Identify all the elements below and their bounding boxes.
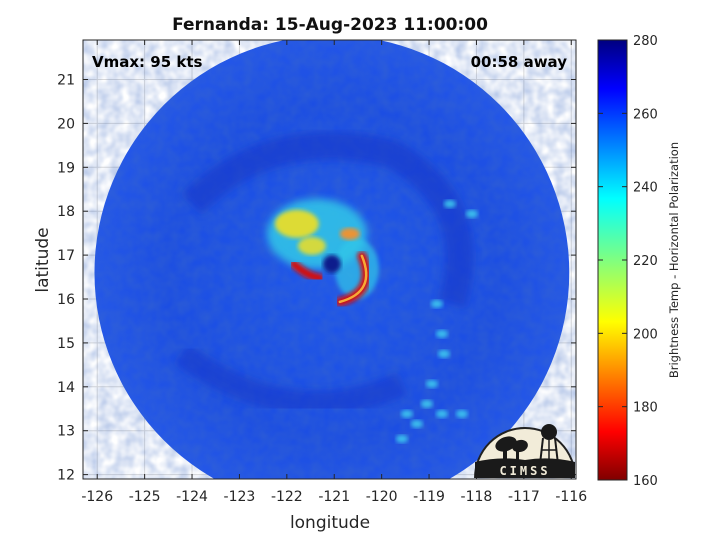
logo-text: CIMSS: [499, 464, 550, 478]
colorbar-tick-label: 280: [633, 34, 658, 49]
tower-icon: [539, 424, 559, 465]
dish-icon: [495, 436, 528, 462]
colorbar-tick-label: 180: [633, 401, 658, 416]
outer-band-south: [174, 344, 407, 416]
convection-orange-n: [339, 227, 360, 240]
eyewall-red-w: [289, 259, 324, 282]
convective-cell: [400, 409, 413, 418]
colorbar-tick-label: 220: [633, 254, 658, 269]
x-tick-label: -120: [366, 489, 398, 505]
x-tick-label: -125: [129, 489, 161, 505]
y-axis-ticks: 12 13 14 15 16 17 18 19 20 21: [57, 73, 576, 484]
x-tick-label: -124: [176, 489, 208, 505]
convective-cell: [443, 199, 456, 208]
y-tick-label: 17: [57, 248, 75, 264]
colorbar-tick-label: 260: [633, 107, 658, 122]
storm-eye: [322, 254, 341, 273]
colorbar-tick-label: 160: [633, 474, 658, 489]
convective-cell: [420, 399, 433, 408]
x-tick-label: -118: [461, 489, 493, 505]
colorbar-tick-label: 200: [633, 327, 658, 342]
storm-features: [174, 131, 478, 443]
convection-yellow-nw: [274, 209, 319, 238]
y-tick-label: 21: [57, 73, 75, 89]
y-tick-label: 14: [57, 380, 75, 396]
colorbar-ticks: 160 180 200 220 240 260 280: [598, 34, 658, 489]
convective-cell: [455, 409, 468, 418]
eyewall-edge: [338, 254, 368, 304]
colorbar-tick-label: 240: [633, 181, 658, 196]
y-tick-label: 18: [57, 204, 75, 220]
axes-frame: [82, 39, 577, 480]
cimss-logo: CIMSS: [474, 424, 575, 478]
microwave-swath: [94, 40, 570, 479]
convective-cell: [425, 379, 438, 388]
chart-title: Fernanda: 15-Aug-2023 11:00:00: [172, 15, 488, 35]
y-tick-label: 13: [57, 424, 75, 440]
x-tick-label: -117: [508, 489, 540, 505]
y-tick-label: 12: [57, 468, 75, 484]
x-tick-label: -121: [318, 489, 350, 505]
x-tick-label: -116: [555, 489, 587, 505]
convective-cell: [395, 434, 408, 443]
x-tick-label: -123: [224, 489, 256, 505]
y-axis-label: latitude: [33, 227, 53, 292]
x-tick-label: -119: [413, 489, 445, 505]
y-tick-label: 19: [57, 160, 75, 176]
y-tick-label: 20: [57, 116, 75, 132]
convective-cell: [437, 349, 450, 358]
outer-band: [181, 131, 474, 308]
convective-cell: [435, 329, 448, 338]
convective-cell: [410, 419, 423, 428]
x-tick-label: -122: [271, 489, 303, 505]
x-axis-label: longitude: [290, 513, 370, 533]
convective-cell: [465, 209, 478, 218]
x-axis-ticks: -126 -125 -124 -123 -122 -121 -120 -119 -118 -117…: [81, 40, 587, 505]
convection-yellow-w: [297, 236, 326, 255]
colorbar-label: Brightness Temp - Horizontal Polarizatio…: [667, 142, 681, 378]
convective-cell: [435, 409, 448, 418]
y-tick-label: 15: [57, 336, 75, 352]
vmax-annotation: Vmax: 95 kts: [92, 53, 202, 71]
time-offset-annotation: 00:58 away: [471, 53, 568, 71]
convective-cell: [430, 299, 443, 308]
y-tick-label: 16: [57, 292, 75, 308]
x-tick-label: -126: [81, 489, 113, 505]
